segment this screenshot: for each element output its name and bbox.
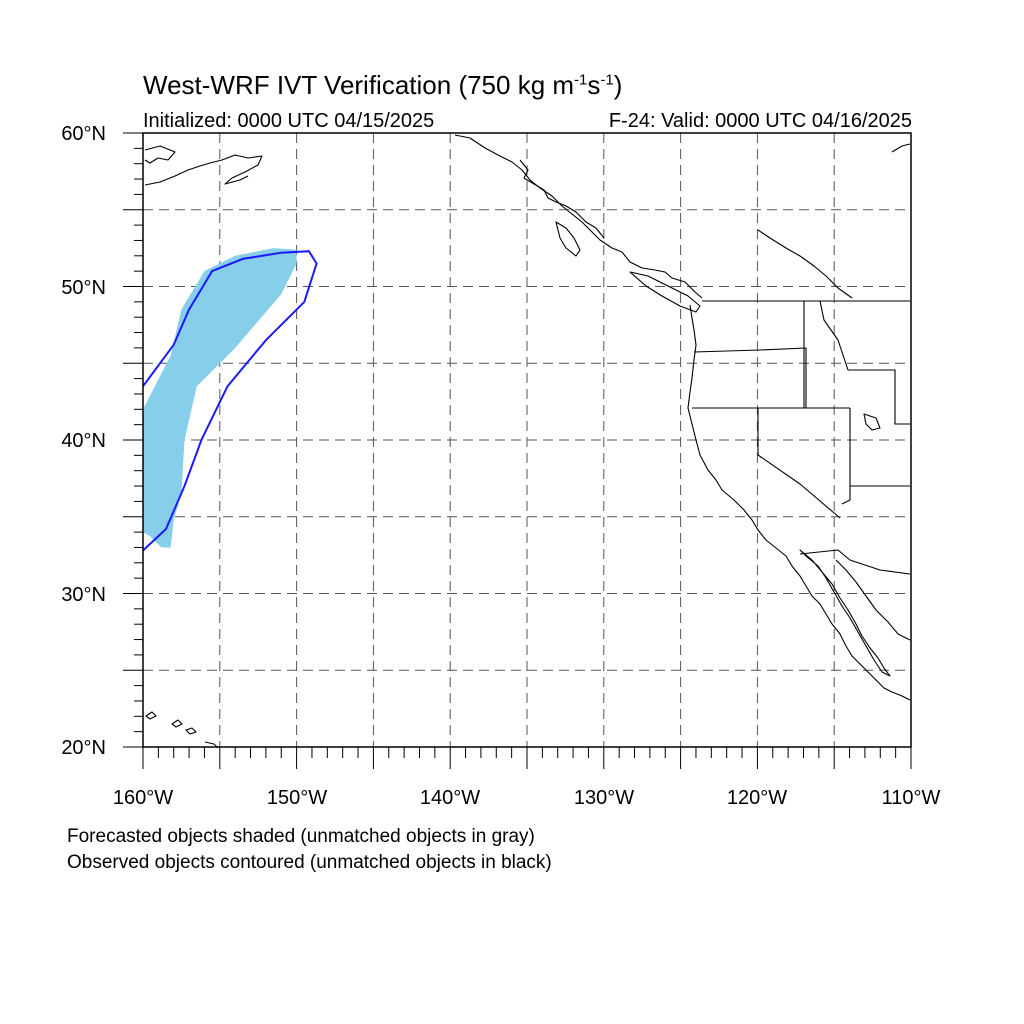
coastline-alaska-peninsula [144, 154, 263, 186]
border-us-mexico [799, 549, 911, 575]
coastline-us-west [687, 304, 911, 701]
island-hawaii-3 [185, 727, 197, 735]
lon-label-110w: 110°W [881, 787, 941, 809]
lon-label-150w: 150°W [266, 787, 328, 809]
lat-label-60n: 60°N [61, 123, 106, 145]
legend-note-observed: Observed objects contoured (unmatched ob… [67, 852, 552, 873]
border-nv-ut [841, 408, 851, 505]
legend-note-forecast: Forecasted objects shaded (unmatched obj… [67, 826, 535, 847]
valid-time: F-24: Valid: 0000 UTC 04/16/2025 [608, 110, 912, 132]
great-salt-lake [863, 413, 881, 431]
lon-label-160w: 160°W [112, 787, 174, 809]
lon-label-140w: 140°W [419, 787, 481, 809]
forecast-ivt-object [143, 248, 297, 548]
coastline-alaska [144, 145, 176, 164]
map-frame [142, 132, 912, 748]
coastline-canada-north [757, 229, 853, 299]
observed-ivt-contour [142, 250, 318, 552]
coastline-gulf-of-alaska [454, 134, 703, 299]
coastline-baja [799, 549, 891, 677]
border-id-mt [819, 300, 910, 425]
grid-lines [143, 133, 911, 747]
border-ca-nv [757, 408, 841, 519]
island-hawaii-2 [171, 719, 183, 728]
coastline-gulf-of-california [835, 559, 911, 641]
lat-label-40n: 40°N [61, 430, 106, 452]
island-vancouver [629, 271, 701, 313]
coastline-hudson [891, 143, 911, 153]
axis-ticks [123, 132, 912, 769]
lat-label-30n: 30°N [61, 584, 106, 606]
island-haida-gwaii [555, 221, 581, 257]
lat-label-50n: 50°N [61, 277, 106, 299]
lat-label-20n: 20°N [61, 737, 106, 759]
island-hawaii-1 [145, 711, 157, 720]
lon-label-130w: 130°W [573, 787, 635, 809]
coastline-bc-inlets [519, 159, 605, 239]
map-title: West-WRF IVT Verification (750 kg m-1s-1… [143, 70, 623, 100]
lon-label-120w: 120°W [726, 787, 788, 809]
border-wa-or [693, 347, 807, 408]
initialized-time: Initialized: 0000 UTC 04/15/2025 [143, 110, 435, 132]
